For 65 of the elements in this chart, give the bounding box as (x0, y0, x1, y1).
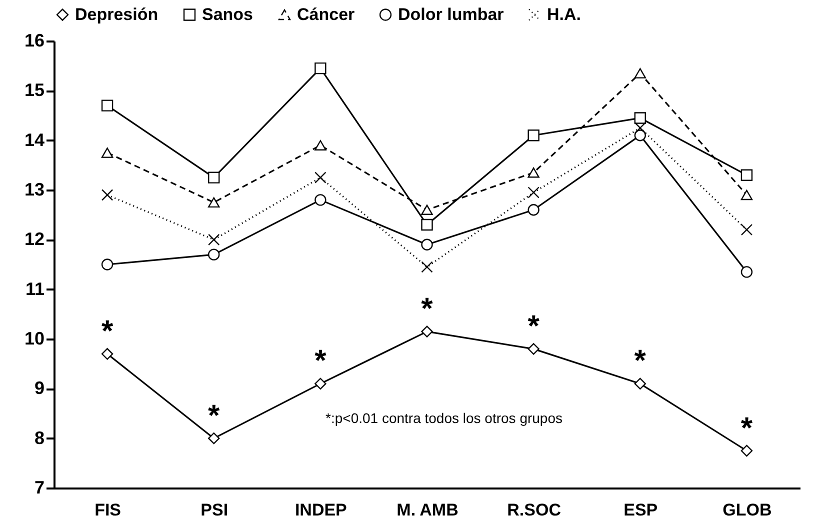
y-tick-label: 11 (25, 278, 44, 299)
x-tick-label: ESP (624, 500, 658, 520)
legend-label: Sanos (202, 4, 254, 24)
y-tick-label: 10 (24, 328, 44, 348)
y-tick-label: 8 (34, 428, 44, 448)
legend-label: Depresión (75, 4, 158, 24)
point (740, 266, 753, 278)
point (101, 189, 114, 201)
y-tick-label: 16 (24, 30, 44, 50)
point (528, 167, 540, 178)
annotation: * (634, 344, 646, 378)
y-tick-label: 7 (34, 478, 44, 498)
point (208, 234, 220, 246)
y-tick-label: 12 (24, 229, 44, 250)
x-tick-label: GLOB (722, 500, 772, 520)
point (421, 204, 433, 216)
point (208, 172, 220, 184)
point (421, 238, 433, 250)
point (208, 197, 220, 208)
point (634, 378, 646, 390)
point (101, 258, 114, 270)
point (421, 218, 433, 231)
y-tick-label: 9 (34, 378, 44, 398)
x-tick-label: R.SOC (507, 500, 561, 520)
x-tick-label: M. AMB (396, 500, 458, 520)
annotation: * (528, 310, 540, 343)
point (314, 140, 326, 150)
point (101, 348, 114, 360)
point (208, 248, 220, 260)
point (528, 130, 540, 142)
annotation: * (421, 292, 434, 326)
point (314, 172, 326, 184)
x-tick-label: FIS (94, 500, 122, 520)
point (740, 190, 753, 200)
point (634, 68, 646, 78)
y-tick-label: 14 (24, 130, 44, 150)
point (208, 432, 220, 444)
point (314, 378, 326, 390)
point (528, 204, 540, 216)
legend-label: Cáncer (297, 4, 356, 24)
y-tick-label: 13 (24, 180, 44, 200)
legend-label: Dolor lumbar (398, 4, 504, 24)
point (421, 261, 433, 273)
point (528, 343, 540, 355)
annotation: * (740, 412, 753, 445)
point (634, 130, 646, 142)
point (740, 224, 753, 236)
point (634, 112, 646, 124)
point (314, 62, 326, 74)
x-tick-label: PSI (200, 500, 228, 520)
point (101, 100, 114, 112)
point (314, 194, 326, 206)
point (101, 148, 114, 158)
point (634, 122, 646, 134)
annotation: *:p<0.01 contra todos los otros grupos (326, 410, 562, 426)
x-tick-label: INDEP (294, 500, 347, 520)
annotation: * (314, 344, 327, 378)
point (740, 169, 753, 181)
y-tick-label: 15 (24, 80, 44, 100)
point (528, 186, 540, 198)
legend-label: H.A. (547, 4, 581, 24)
annotation: * (101, 314, 114, 348)
point (740, 444, 753, 457)
point (421, 326, 433, 338)
annotation: * (208, 399, 220, 432)
